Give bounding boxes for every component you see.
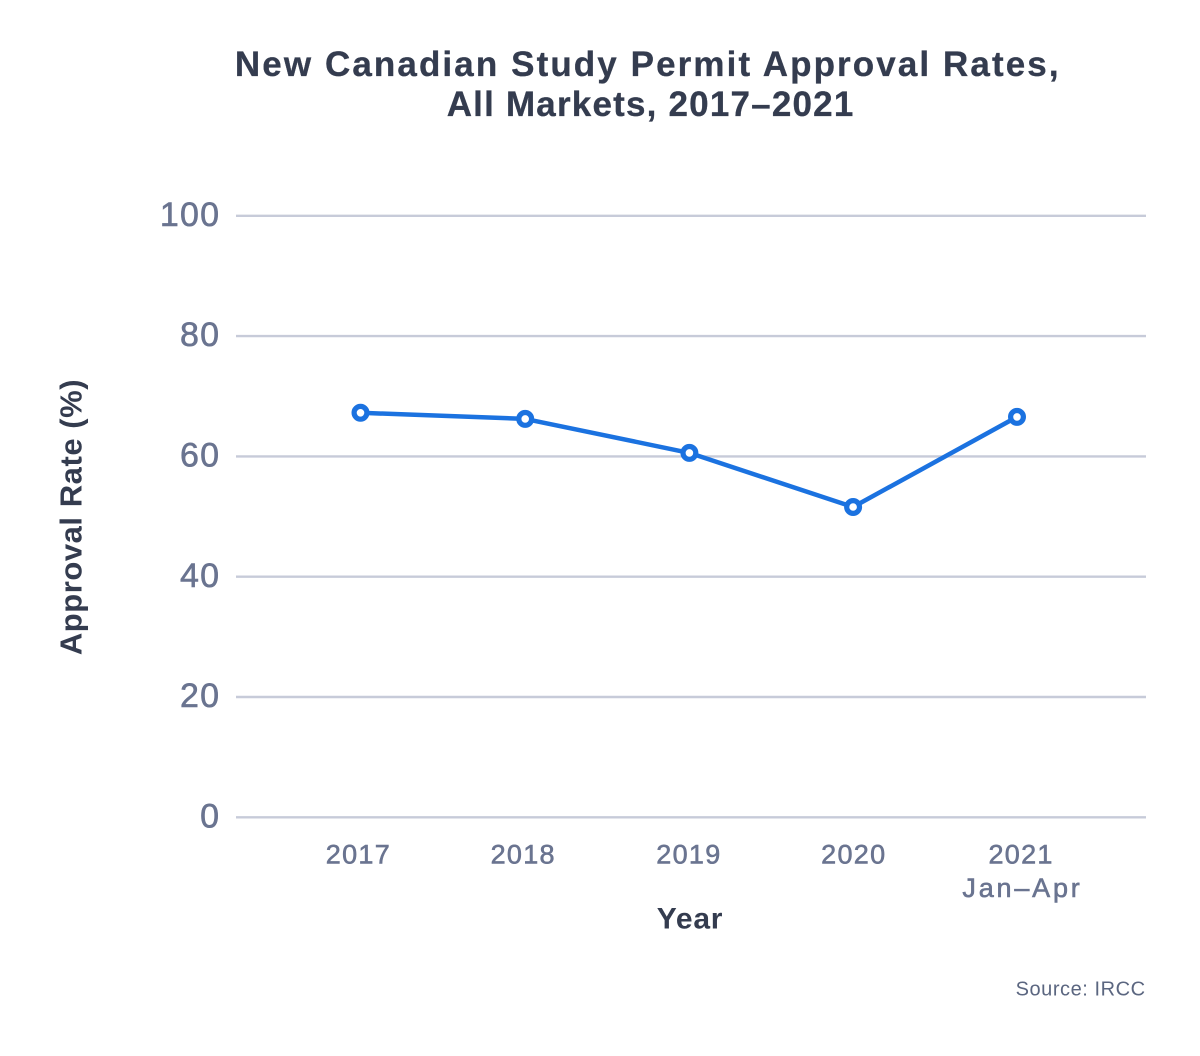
svg-text:2021: 2021 [988, 840, 1053, 870]
svg-text:100: 100 [160, 196, 220, 234]
svg-text:Approval Rate (%): Approval Rate (%) [54, 379, 89, 655]
svg-text:0: 0 [200, 798, 220, 836]
svg-text:80: 80 [180, 316, 220, 354]
svg-text:2018: 2018 [491, 840, 556, 870]
svg-text:2019: 2019 [656, 840, 721, 870]
svg-text:Jan–Apr: Jan–Apr [962, 873, 1082, 903]
svg-text:Year: Year [657, 902, 724, 935]
svg-text:New Canadian Study Permit Appr: New Canadian Study Permit Approval Rates… [235, 45, 1061, 84]
svg-text:All Markets, 2017–2021: All Markets, 2017–2021 [447, 85, 855, 124]
svg-text:60: 60 [180, 437, 220, 475]
svg-text:20: 20 [180, 677, 220, 715]
svg-text:Source: IRCC: Source: IRCC [1016, 979, 1146, 1001]
svg-text:2017: 2017 [326, 840, 391, 870]
svg-text:2020: 2020 [821, 840, 886, 870]
svg-text:40: 40 [180, 557, 220, 595]
